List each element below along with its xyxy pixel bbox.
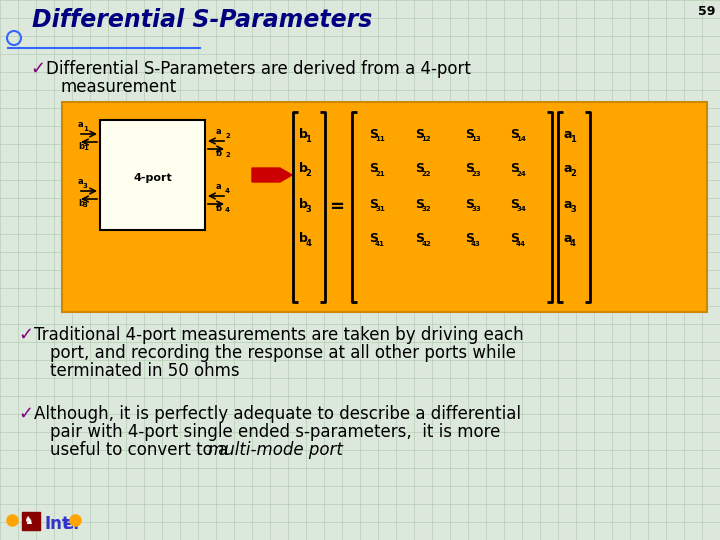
Text: 59: 59 <box>698 5 715 18</box>
Text: S: S <box>369 163 379 176</box>
Text: Although, it is perfectly adequate to describe a differential: Although, it is perfectly adequate to de… <box>34 405 521 423</box>
Text: S: S <box>369 233 379 246</box>
Text: a: a <box>78 120 84 129</box>
Text: 42: 42 <box>421 241 431 247</box>
FancyArrow shape <box>252 168 292 182</box>
Text: S: S <box>510 163 520 176</box>
Text: b: b <box>299 127 307 140</box>
Text: a: a <box>215 182 221 191</box>
Text: Traditional 4-port measurements are taken by driving each: Traditional 4-port measurements are take… <box>34 326 523 344</box>
Bar <box>100 120 205 230</box>
Text: S: S <box>369 127 379 140</box>
Text: ✓: ✓ <box>18 405 33 423</box>
Text: S: S <box>510 127 520 140</box>
Text: 3: 3 <box>570 205 576 213</box>
Text: 32: 32 <box>421 206 431 212</box>
Text: 24: 24 <box>516 171 526 177</box>
Text: 43: 43 <box>471 241 481 247</box>
Text: port, and recording the response at all other ports while: port, and recording the response at all … <box>50 344 516 362</box>
Text: a: a <box>564 163 572 176</box>
Text: 14: 14 <box>516 136 526 142</box>
Text: Differential S-Parameters are derived from a 4-port: Differential S-Parameters are derived fr… <box>46 60 471 78</box>
Text: measurement: measurement <box>60 78 176 96</box>
Text: b: b <box>215 149 221 158</box>
Text: b: b <box>299 198 307 211</box>
Text: S: S <box>369 198 379 211</box>
Text: 2: 2 <box>570 170 576 179</box>
Text: useful to convert to a: useful to convert to a <box>50 441 233 459</box>
Text: 41: 41 <box>375 241 385 247</box>
Text: =: = <box>330 198 344 216</box>
Text: Differential S-Parameters: Differential S-Parameters <box>32 8 372 32</box>
Text: Int: Int <box>44 515 70 533</box>
Text: 4: 4 <box>570 240 576 248</box>
Text: terminated in 50 ohms: terminated in 50 ohms <box>50 362 240 380</box>
Text: el: el <box>62 515 79 533</box>
Text: S: S <box>510 233 520 246</box>
Text: 4: 4 <box>225 207 230 213</box>
Text: 34: 34 <box>516 206 526 212</box>
Text: 23: 23 <box>471 171 481 177</box>
Text: 12: 12 <box>421 136 431 142</box>
Text: pair with 4-port single ended s-parameters,  it is more: pair with 4-port single ended s-paramete… <box>50 423 500 441</box>
Text: ✓: ✓ <box>30 60 45 78</box>
Text: 3: 3 <box>305 205 311 213</box>
Text: S: S <box>415 163 425 176</box>
Text: ♞: ♞ <box>23 516 33 526</box>
Text: 13: 13 <box>471 136 481 142</box>
Text: 33: 33 <box>471 206 481 212</box>
Bar <box>22 512 40 530</box>
Text: ✓: ✓ <box>18 326 33 344</box>
Text: 1: 1 <box>570 134 576 144</box>
Text: a: a <box>564 127 572 140</box>
Text: 3: 3 <box>83 202 88 208</box>
Text: S: S <box>415 127 425 140</box>
Text: 11: 11 <box>375 136 385 142</box>
Text: a: a <box>564 233 572 246</box>
Text: 2: 2 <box>225 152 230 158</box>
Text: b: b <box>78 142 84 151</box>
Text: 4: 4 <box>225 188 230 194</box>
Text: 4-port: 4-port <box>133 173 172 183</box>
Text: 1: 1 <box>305 134 311 144</box>
Text: 1: 1 <box>83 145 88 151</box>
Text: 1: 1 <box>83 126 88 132</box>
Text: b: b <box>215 204 221 213</box>
Text: 31: 31 <box>375 206 385 212</box>
Text: 44: 44 <box>516 241 526 247</box>
Text: S: S <box>415 198 425 211</box>
Text: 21: 21 <box>375 171 384 177</box>
Text: S: S <box>466 163 474 176</box>
Text: b: b <box>78 199 84 208</box>
Text: S: S <box>415 233 425 246</box>
Text: 22: 22 <box>421 171 431 177</box>
Text: S: S <box>466 198 474 211</box>
Bar <box>62 102 707 312</box>
Text: a: a <box>564 198 572 211</box>
Text: S: S <box>510 198 520 211</box>
Text: multi-mode port: multi-mode port <box>207 441 343 459</box>
Text: a: a <box>215 127 221 136</box>
Text: S: S <box>466 233 474 246</box>
Text: b: b <box>299 163 307 176</box>
Text: S: S <box>466 127 474 140</box>
Text: 3: 3 <box>83 183 88 189</box>
Text: 4: 4 <box>305 240 311 248</box>
Text: b: b <box>299 233 307 246</box>
Text: a: a <box>78 177 84 186</box>
Text: 2: 2 <box>305 170 311 179</box>
Text: 2: 2 <box>225 133 230 139</box>
